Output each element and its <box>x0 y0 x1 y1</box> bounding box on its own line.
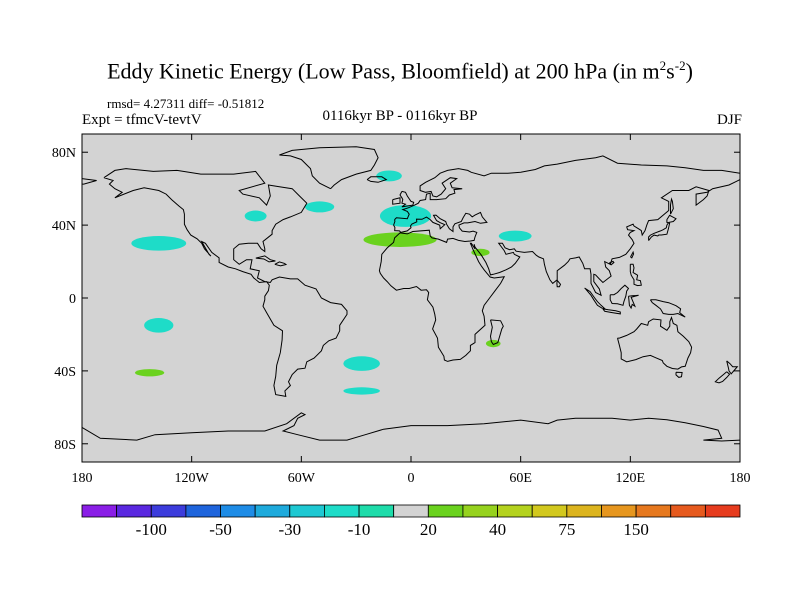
y-tick-label: 80S <box>54 438 76 453</box>
colorbar-box <box>497 504 533 518</box>
colorbar-box <box>324 504 360 518</box>
colorbar-label: -30 <box>278 520 301 539</box>
coastline <box>556 279 562 288</box>
coastline <box>670 197 674 215</box>
coastline <box>609 284 630 306</box>
coastline <box>366 176 388 183</box>
colorbar-box <box>427 504 464 518</box>
colorbar-box <box>254 504 291 518</box>
colorbar-box <box>601 504 637 518</box>
anomaly-greenland-south <box>376 170 402 182</box>
coastline-layer <box>82 146 740 442</box>
x-tick-label: 180 <box>72 471 93 486</box>
anomaly-south-atlantic-mid <box>343 356 380 371</box>
colorbar-box <box>150 504 187 518</box>
colorbar-label: 150 <box>623 520 649 539</box>
anomaly-south-atlantic-south <box>343 387 380 395</box>
coastline <box>584 287 607 310</box>
anomaly-north-pacific-east <box>131 236 187 251</box>
map-background <box>82 134 740 462</box>
anomaly-hudson-bay-area <box>244 210 267 222</box>
coastline <box>274 261 288 267</box>
colorbar-box <box>635 504 672 518</box>
coastline <box>103 168 348 398</box>
colorbar-label: -100 <box>136 520 167 539</box>
colorbar-box <box>289 504 325 518</box>
colorbar-box <box>670 504 706 518</box>
anomaly-layer <box>131 170 532 395</box>
coastline <box>392 197 401 205</box>
colorbar-box <box>566 504 602 518</box>
coastline <box>617 315 693 370</box>
x-tick-label: 120W <box>175 471 210 486</box>
colorbar-label: 20 <box>420 520 437 539</box>
coastline <box>714 371 731 384</box>
x-tick-label: 60W <box>288 471 316 486</box>
anomaly-middle-east <box>471 248 490 257</box>
colorbar-label: 75 <box>558 520 575 539</box>
y-tick-label: 40N <box>52 219 76 234</box>
coastline <box>629 263 642 287</box>
colorbar-box <box>185 504 221 518</box>
x-tick-label: 180 <box>730 471 751 486</box>
experiment-label: Expt = tfmcV-tevtV <box>82 112 202 128</box>
season-label: DJF <box>716 112 742 128</box>
coastline <box>399 190 415 208</box>
anomaly-mediterranean-west <box>363 232 437 247</box>
colorbar-box <box>220 504 256 518</box>
coastline <box>378 179 740 362</box>
colorbar-box <box>704 504 741 518</box>
colorbar-label: -10 <box>348 520 371 539</box>
y-tick-label: 40S <box>54 365 76 380</box>
coastline <box>630 250 635 259</box>
colorbar-label: -50 <box>209 520 232 539</box>
colorbar-box <box>81 504 118 518</box>
coastline <box>489 319 504 346</box>
anomaly-south-pacific-tropical <box>144 318 174 333</box>
anomaly-south-pacific-west <box>135 369 165 377</box>
x-tick-label: 0 <box>408 471 415 486</box>
anomaly-central-asia <box>498 230 532 242</box>
coastline <box>649 299 686 318</box>
coastline <box>394 155 740 220</box>
anomaly-europe-north <box>379 205 432 227</box>
axis-ticks: 180 120W 60W 0 60E 120E 180 80N 40N 0 40S 80S <box>52 134 751 486</box>
coastline <box>82 412 740 442</box>
coastline <box>255 255 276 263</box>
chart-title: Eddy Kinetic Energy (Low Pass, Bloomfiel… <box>107 58 693 84</box>
colorbar-label: 40 <box>489 520 506 539</box>
coastline <box>82 178 97 185</box>
coastline <box>608 260 615 266</box>
coastline <box>628 294 639 310</box>
colorbar-box <box>462 504 498 518</box>
x-tick-label: 60E <box>509 471 532 486</box>
coastline <box>675 371 683 378</box>
y-tick-label: 80N <box>52 146 76 161</box>
colorbar-box <box>116 504 152 518</box>
period-label: 0116kyr BP - 0116kyr BP <box>322 108 478 124</box>
coastline <box>648 214 677 241</box>
y-tick-label: 0 <box>69 292 76 307</box>
x-tick-label: 120E <box>616 471 646 486</box>
coastline <box>602 308 621 315</box>
coastline <box>279 146 379 190</box>
colorbar-box <box>393 504 429 518</box>
anomaly-northwest-atlantic <box>304 201 335 213</box>
colorbar: -100 -50 -30 -10 20 40 75 150 <box>81 504 741 539</box>
colorbar-box <box>358 504 395 518</box>
stats-text: rmsd= 4.27311 diff= -0.51812 <box>107 96 265 111</box>
coastline <box>726 360 739 375</box>
colorbar-box <box>531 504 568 518</box>
